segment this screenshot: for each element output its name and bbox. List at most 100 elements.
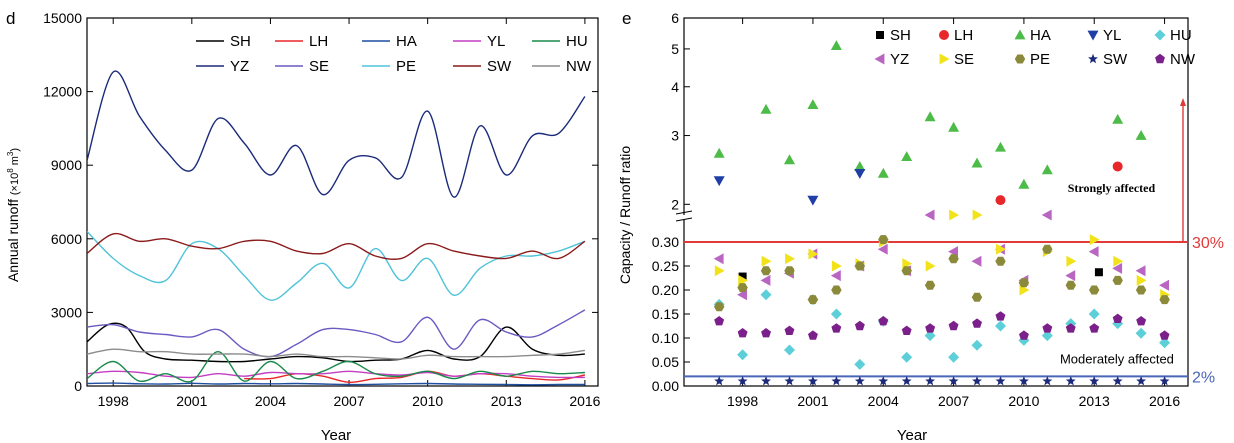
y-tick-label-e: 6: [671, 10, 679, 26]
point-pe: [971, 292, 983, 302]
point-nw: [784, 325, 795, 335]
point-pe: [807, 295, 819, 305]
point-yz: [713, 253, 724, 265]
x-tick-label-e: 2007: [938, 393, 969, 409]
legend-label-lh: LH: [309, 33, 328, 50]
point-yl: [854, 169, 866, 179]
y-tick-label-d: 9000: [51, 157, 82, 173]
point-pe: [948, 254, 959, 264]
point-pe: [1135, 285, 1147, 295]
y-tick-label-e: 0.00: [652, 378, 679, 394]
point-hu: [1041, 330, 1053, 342]
legend-marker-yl: [1087, 30, 1099, 41]
y-tick-label-d: 0: [74, 378, 82, 394]
series-line-sh: [87, 322, 585, 363]
point-sw: [1019, 376, 1029, 386]
y-tick-label-e: 0.30: [652, 234, 679, 250]
point-sw: [1089, 376, 1100, 386]
point-pe: [901, 266, 912, 276]
strong-arrow-head: [1180, 98, 1186, 106]
x-tick-label-d: 2016: [569, 393, 600, 409]
point-sw: [1042, 376, 1053, 386]
point-sw: [901, 376, 912, 386]
point-pe: [854, 261, 865, 271]
series-line-sw: [87, 232, 586, 260]
point-pe: [1065, 280, 1076, 290]
point-nw: [1159, 330, 1170, 340]
point-ha: [1041, 164, 1053, 175]
legend-label-e-sw: SW: [1103, 51, 1128, 68]
y-tick-label-d: 6000: [51, 231, 82, 247]
point-yz: [1065, 270, 1076, 282]
y-tick-label-e: 4: [671, 79, 679, 95]
legend-label-sh: SH: [230, 33, 251, 50]
y-tick-label-e: 3: [671, 128, 679, 144]
point-sw: [1065, 376, 1076, 386]
point-hu: [1135, 327, 1147, 339]
point-yz: [760, 274, 771, 286]
point-nw: [948, 320, 959, 331]
axis-break-mask: [678, 215, 690, 220]
point-sw: [737, 376, 748, 386]
point-pe: [878, 235, 889, 245]
point-pe: [714, 302, 725, 312]
point-hu: [830, 308, 842, 320]
threshold-label-strong: 30%: [1192, 235, 1224, 252]
x-tick-label-e: 2013: [1079, 393, 1110, 409]
point-nw: [1065, 323, 1076, 333]
legend-label-e-se: SE: [954, 51, 974, 68]
point-nw: [854, 320, 865, 331]
point-sw: [995, 376, 1006, 386]
legend-label-se: SE: [309, 58, 329, 75]
annotation-strongly-affected: Strongly affected: [1068, 181, 1156, 195]
x-tick-label-d: 2010: [412, 393, 443, 409]
series-line-nw: [87, 348, 585, 360]
y-axis-title-d: Annual runoff (×108 m3): [5, 148, 21, 282]
point-se: [972, 209, 983, 221]
legend-label-ha: HA: [396, 33, 417, 50]
y-tick-label-d: 12000: [43, 84, 82, 100]
point-sh: [1094, 268, 1103, 277]
point-se: [1113, 255, 1124, 267]
point-ha: [713, 147, 725, 158]
point-sw: [808, 376, 818, 386]
point-hu: [784, 344, 795, 356]
point-nw: [1019, 330, 1029, 340]
point-pe: [737, 283, 748, 293]
plot-frame-e: [683, 17, 1189, 387]
point-nw: [761, 328, 771, 338]
x-tick-label-d: 2013: [491, 393, 522, 409]
point-ha: [971, 157, 983, 168]
point-pe: [1042, 244, 1053, 254]
panel-label-e: e: [622, 9, 631, 28]
plot-frame-d: [86, 17, 599, 387]
point-se: [1136, 274, 1147, 286]
point-sw: [854, 376, 865, 386]
point-sw: [714, 376, 725, 386]
point-nw: [878, 316, 889, 326]
point-yz: [830, 270, 841, 282]
x-tick-label-d: 2007: [333, 393, 364, 409]
point-hu: [901, 351, 913, 363]
legend-marker-se: [939, 53, 950, 65]
point-yz: [1041, 209, 1052, 221]
point-yz: [1112, 262, 1123, 274]
point-ha: [784, 154, 795, 165]
legend-label-pe: PE: [396, 58, 416, 75]
point-sw: [761, 376, 771, 386]
runoff-chart: d Year Annual runoff (×108 m3) 0 3000 6000…: [5, 9, 601, 443]
series-line-yl: [87, 370, 585, 379]
point-sw: [1136, 376, 1147, 386]
y-tick-label-e: 0.20: [652, 282, 679, 298]
point-ha: [1135, 130, 1147, 140]
y-tick-label-e: 0.10: [652, 330, 679, 346]
point-se: [925, 260, 936, 272]
point-pe: [760, 266, 772, 276]
legend-label-nw: NW: [566, 58, 592, 75]
point-se: [1066, 255, 1077, 267]
point-pe: [1159, 295, 1170, 305]
point-nw: [714, 316, 725, 326]
point-yz: [877, 243, 888, 255]
plot-area-e: 0.00 0.05 0.10 0.15 0.20 0.25 0.30 2 3 4 5 6 1998 200…: [652, 10, 1224, 409]
